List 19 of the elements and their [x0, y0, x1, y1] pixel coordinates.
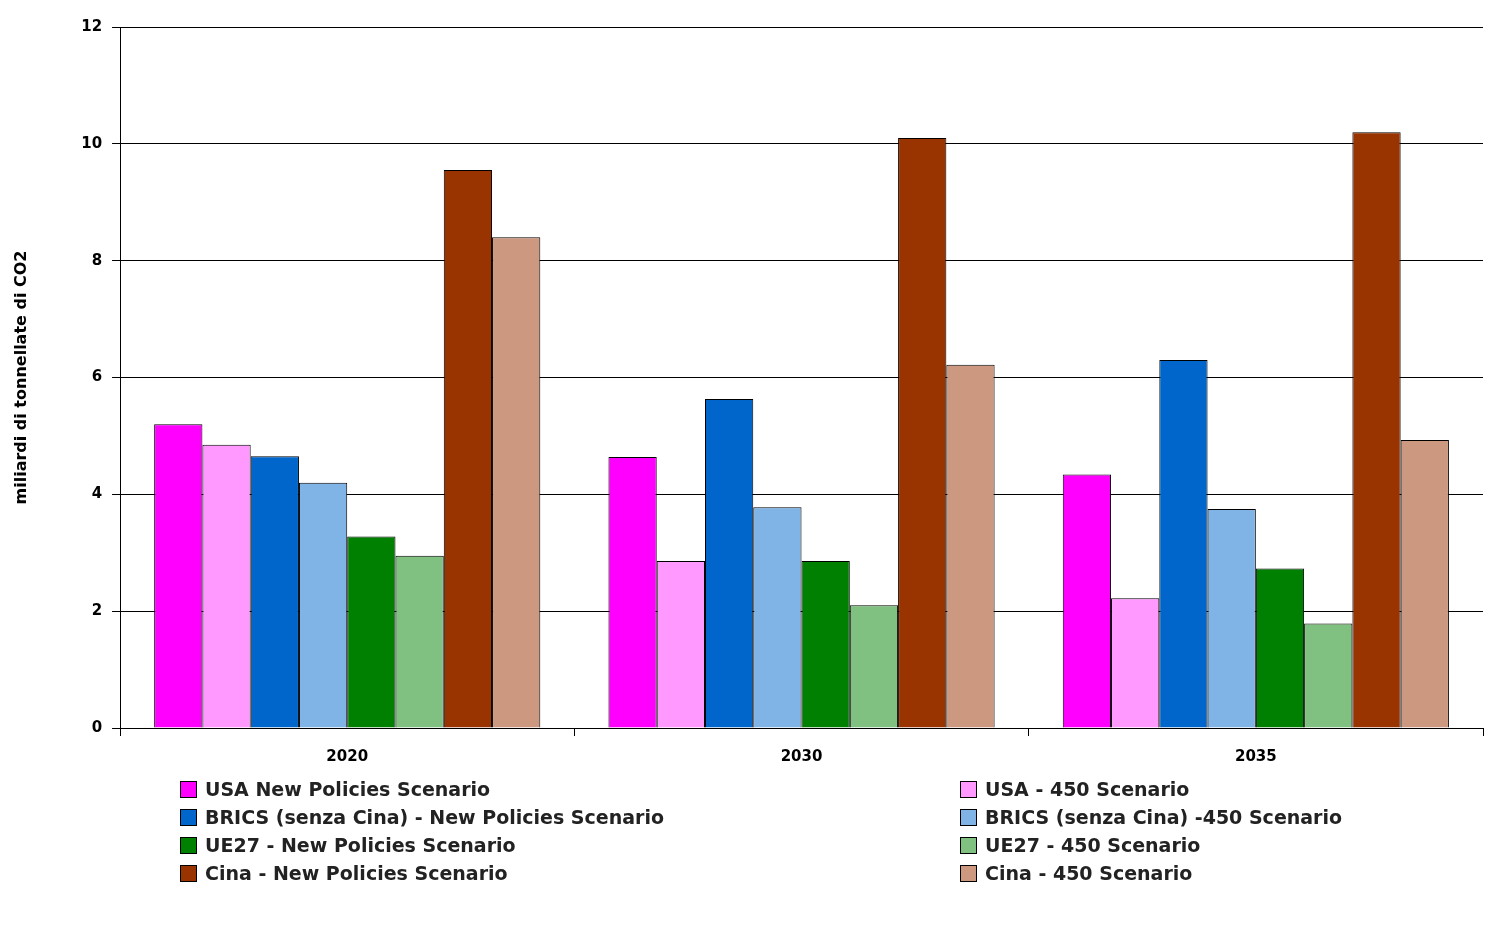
y-tick-label: 8	[91, 250, 103, 269]
legend-label: BRICS (senza Cina) -450 Scenario	[985, 806, 1343, 828]
legend-label: BRICS (senza Cina) - New Policies Scenario	[205, 806, 664, 828]
y-tick-label: 12	[81, 16, 103, 35]
x-tick-label: 2020	[326, 746, 369, 765]
x-tick-label: 2035	[1234, 746, 1277, 765]
legend-label: USA - 450 Scenario	[985, 778, 1190, 800]
legend-label: USA New Policies Scenario	[205, 778, 491, 800]
y-axis-title: miliardi di tonnellate di CO2	[10, 250, 30, 505]
x-tick-label: 2030	[780, 746, 823, 765]
y-tick-label: 0	[91, 717, 103, 736]
y-tick-label: 6	[91, 367, 103, 386]
legend-label: Cina - New Policies Scenario	[205, 862, 508, 884]
y-tick-label: 10	[81, 133, 103, 152]
y-tick-label: 4	[91, 484, 103, 503]
y-tick-label: 2	[91, 601, 103, 620]
legend-label: Cina - 450 Scenario	[985, 862, 1193, 884]
legend-label: UE27 - New Policies Scenario	[205, 834, 516, 856]
legend-label: UE27 - 450 Scenario	[985, 834, 1201, 856]
